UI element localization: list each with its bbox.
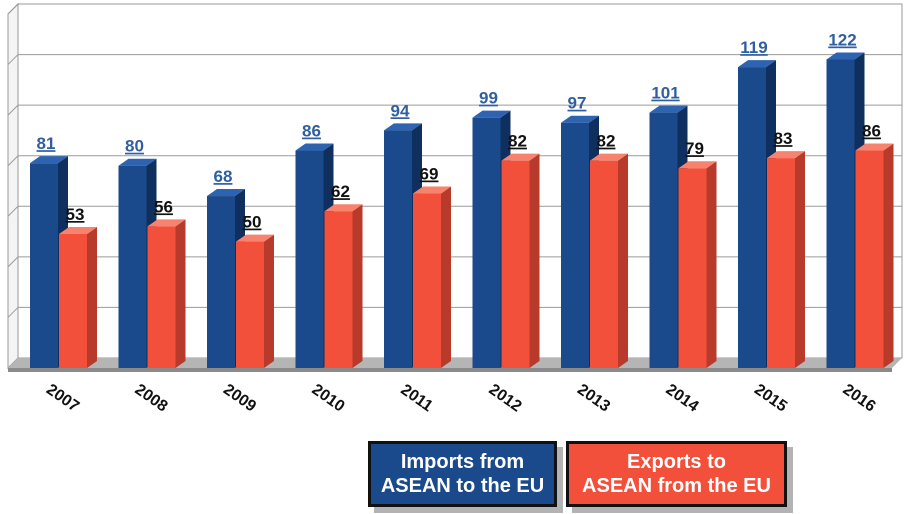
value-label-export-2011: 69 — [420, 165, 439, 184]
bar-export-2015 — [767, 151, 805, 368]
grid-line-side — [7, 155, 19, 167]
legend-exports-line-2: ASEAN from the EU — [582, 475, 771, 497]
x-tick-2015: 2015 — [751, 381, 790, 415]
grid-line-side — [7, 256, 19, 268]
grid-line-side — [7, 3, 19, 15]
bar-export-2011 — [413, 186, 451, 368]
value-label-export-2015: 83 — [774, 129, 793, 148]
value-label-import-2014: 101 — [651, 84, 679, 103]
x-tick-2007: 2007 — [43, 381, 82, 415]
value-label-export-2009: 50 — [243, 213, 262, 232]
bar-export-2007 — [59, 226, 97, 368]
value-label-export-2007: 53 — [66, 205, 85, 224]
x-tick-2016: 2016 — [840, 381, 879, 415]
legend-imports: Imports from ASEAN to the EU — [368, 441, 557, 507]
bar-export-2013 — [590, 153, 628, 368]
x-tick-2010: 2010 — [309, 381, 348, 415]
value-label-export-2014: 79 — [685, 139, 704, 158]
value-label-import-2010: 86 — [302, 122, 321, 141]
bars — [30, 52, 894, 369]
legend-imports-line-2: ASEAN to the EU — [380, 475, 545, 497]
bar-export-2009 — [236, 234, 274, 368]
bar-export-2012 — [501, 153, 540, 368]
value-label-export-2013: 82 — [597, 132, 616, 151]
value-label-import-2009: 68 — [214, 167, 233, 186]
x-tick-2014: 2014 — [663, 381, 702, 415]
bar-export-2010 — [324, 204, 363, 368]
plot-floor-edge — [8, 368, 892, 372]
value-label-import-2013: 97 — [568, 94, 587, 113]
value-label-import-2012: 99 — [479, 89, 498, 108]
value-label-import-2007: 81 — [37, 134, 56, 153]
value-label-import-2015: 119 — [740, 38, 767, 57]
plot-side-wall — [7, 2, 19, 370]
grid-line-side — [7, 205, 19, 217]
grid-line-side — [7, 307, 19, 318]
bar-export-2014 — [678, 161, 717, 368]
bar-chart: 81 53 80 56 68 50 86 62 94 69 99 82 97 82 101 79 119 83 12… — [7, 2, 903, 416]
legend-exports-line-1: Exports to — [627, 451, 726, 473]
x-tick-2013: 2013 — [574, 381, 613, 415]
value-labels: 81 53 80 56 68 50 86 62 94 69 99 82 97 82 101 79 119 83 12… — [37, 31, 881, 232]
x-tick-2011: 2011 — [397, 381, 435, 415]
x-tick-2009: 2009 — [220, 381, 259, 415]
value-label-export-2010: 62 — [331, 182, 350, 201]
bar-export-2008 — [147, 219, 186, 368]
x-axis-ticks: 2007 2008 2009 2010 2011 2012 2013 2014 2015 2016 — [43, 381, 878, 415]
grid-line-side — [7, 104, 19, 116]
x-tick-2012: 2012 — [486, 381, 525, 415]
value-label-import-2016: 122 — [828, 31, 856, 50]
value-label-import-2008: 80 — [125, 137, 144, 156]
legend-imports-line-1: Imports from — [400, 451, 525, 473]
legend-exports: Exports to ASEAN from the EU — [566, 441, 787, 507]
value-label-export-2016: 86 — [862, 122, 881, 141]
x-tick-2008: 2008 — [132, 381, 171, 415]
grid-line-side — [7, 54, 19, 65]
value-label-export-2012: 82 — [508, 132, 527, 151]
bar-export-2016 — [855, 143, 894, 368]
value-label-import-2011: 94 — [391, 101, 410, 120]
value-label-export-2008: 56 — [154, 197, 173, 216]
